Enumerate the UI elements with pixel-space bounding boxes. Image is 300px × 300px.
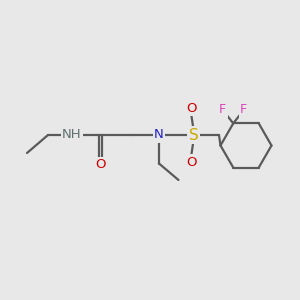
Text: O: O — [95, 158, 106, 172]
Text: F: F — [219, 103, 226, 116]
Text: N: N — [154, 128, 164, 142]
Text: O: O — [186, 155, 196, 169]
Text: F: F — [240, 103, 247, 116]
Text: S: S — [189, 128, 198, 142]
Text: O: O — [186, 101, 196, 115]
Text: NH: NH — [62, 128, 82, 142]
